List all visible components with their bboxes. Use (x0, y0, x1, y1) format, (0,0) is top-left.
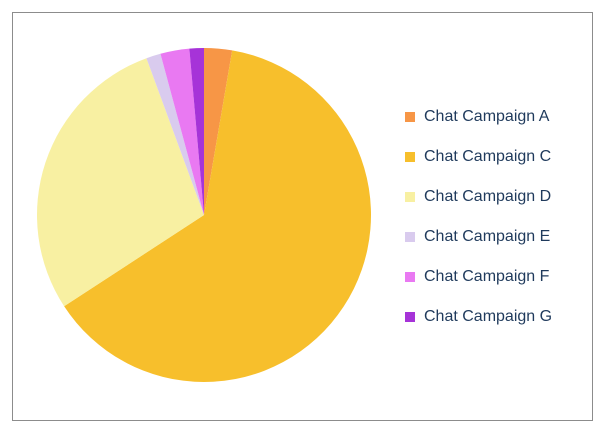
legend-swatch (405, 272, 415, 282)
pie-slice (64, 50, 372, 383)
legend-swatch (405, 152, 415, 162)
legend-swatch (405, 312, 415, 322)
pie-slice (204, 48, 233, 215)
legend-swatch (405, 192, 415, 202)
pie-slice (189, 48, 204, 215)
legend-label: Chat Campaign E (424, 228, 550, 245)
legend-swatch (405, 112, 415, 122)
pie-slice (160, 48, 204, 215)
legend-label: Chat Campaign C (424, 148, 551, 165)
legend-label: Chat Campaign A (424, 108, 550, 125)
pie-slice (146, 53, 204, 215)
legend-label: Chat Campaign F (424, 268, 550, 285)
legend-swatch (405, 232, 415, 242)
pie-slice (36, 58, 205, 307)
legend-label: Chat Campaign D (424, 188, 551, 205)
legend-label: Chat Campaign G (424, 308, 552, 325)
